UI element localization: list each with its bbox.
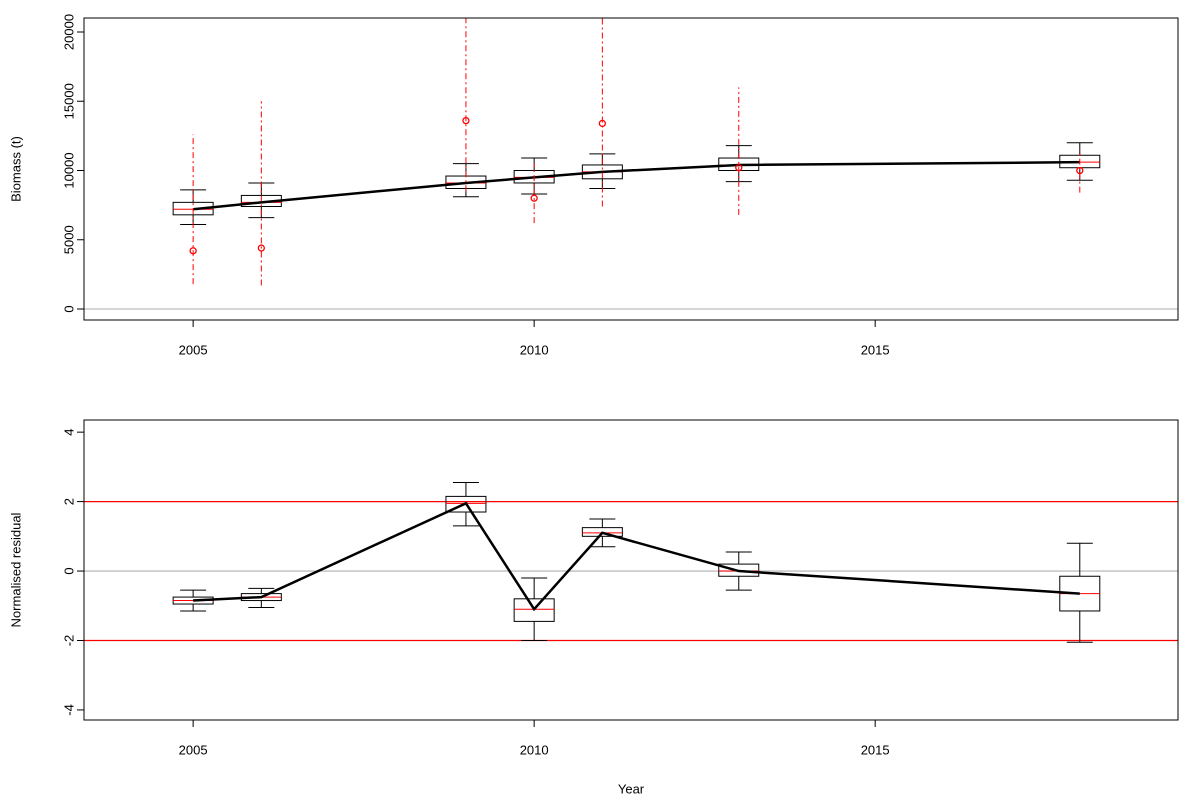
y-tick-label: -2 <box>61 635 76 647</box>
observed-point <box>598 119 607 128</box>
y-tick-label: 2 <box>61 498 76 505</box>
y-tick-label: -4 <box>61 704 76 716</box>
plot-area <box>84 18 1178 310</box>
x-tick-label: 2010 <box>520 342 549 357</box>
observed-point <box>735 164 743 172</box>
observed-point <box>257 244 265 252</box>
y-tick-label: 5000 <box>61 225 76 254</box>
observed-point <box>1076 166 1084 175</box>
x-tick-label: 2015 <box>861 742 890 757</box>
median-line <box>193 160 1080 211</box>
x-tick-label: 2015 <box>861 342 890 357</box>
y-tick-label: 15000 <box>61 83 76 119</box>
median-line <box>193 501 1080 612</box>
box <box>718 563 760 577</box>
y-tick-label: 0 <box>61 567 76 574</box>
observed-point <box>530 194 538 202</box>
plot-frame <box>83 17 1179 321</box>
observed-point <box>189 247 197 255</box>
y-tick-label: 20000 <box>61 14 76 50</box>
y-axis-label: Biomass (t) <box>8 136 23 202</box>
plot-area <box>84 482 1178 643</box>
observed-point <box>462 116 470 125</box>
y-tick-label: 0 <box>61 305 76 312</box>
box <box>513 598 555 622</box>
x-tick-label: 2005 <box>179 342 208 357</box>
plot-frame <box>83 419 1179 721</box>
box <box>445 495 487 513</box>
y-tick-label: 10000 <box>61 152 76 188</box>
x-tick-label: 2005 <box>179 742 208 757</box>
box <box>581 527 623 537</box>
x-tick-label: 2010 <box>520 742 549 757</box>
box <box>172 201 214 216</box>
x-axis-label: Year <box>618 781 645 796</box>
y-axis-label: Normalised residual <box>8 512 23 627</box>
y-tick-label: 4 <box>61 429 76 436</box>
